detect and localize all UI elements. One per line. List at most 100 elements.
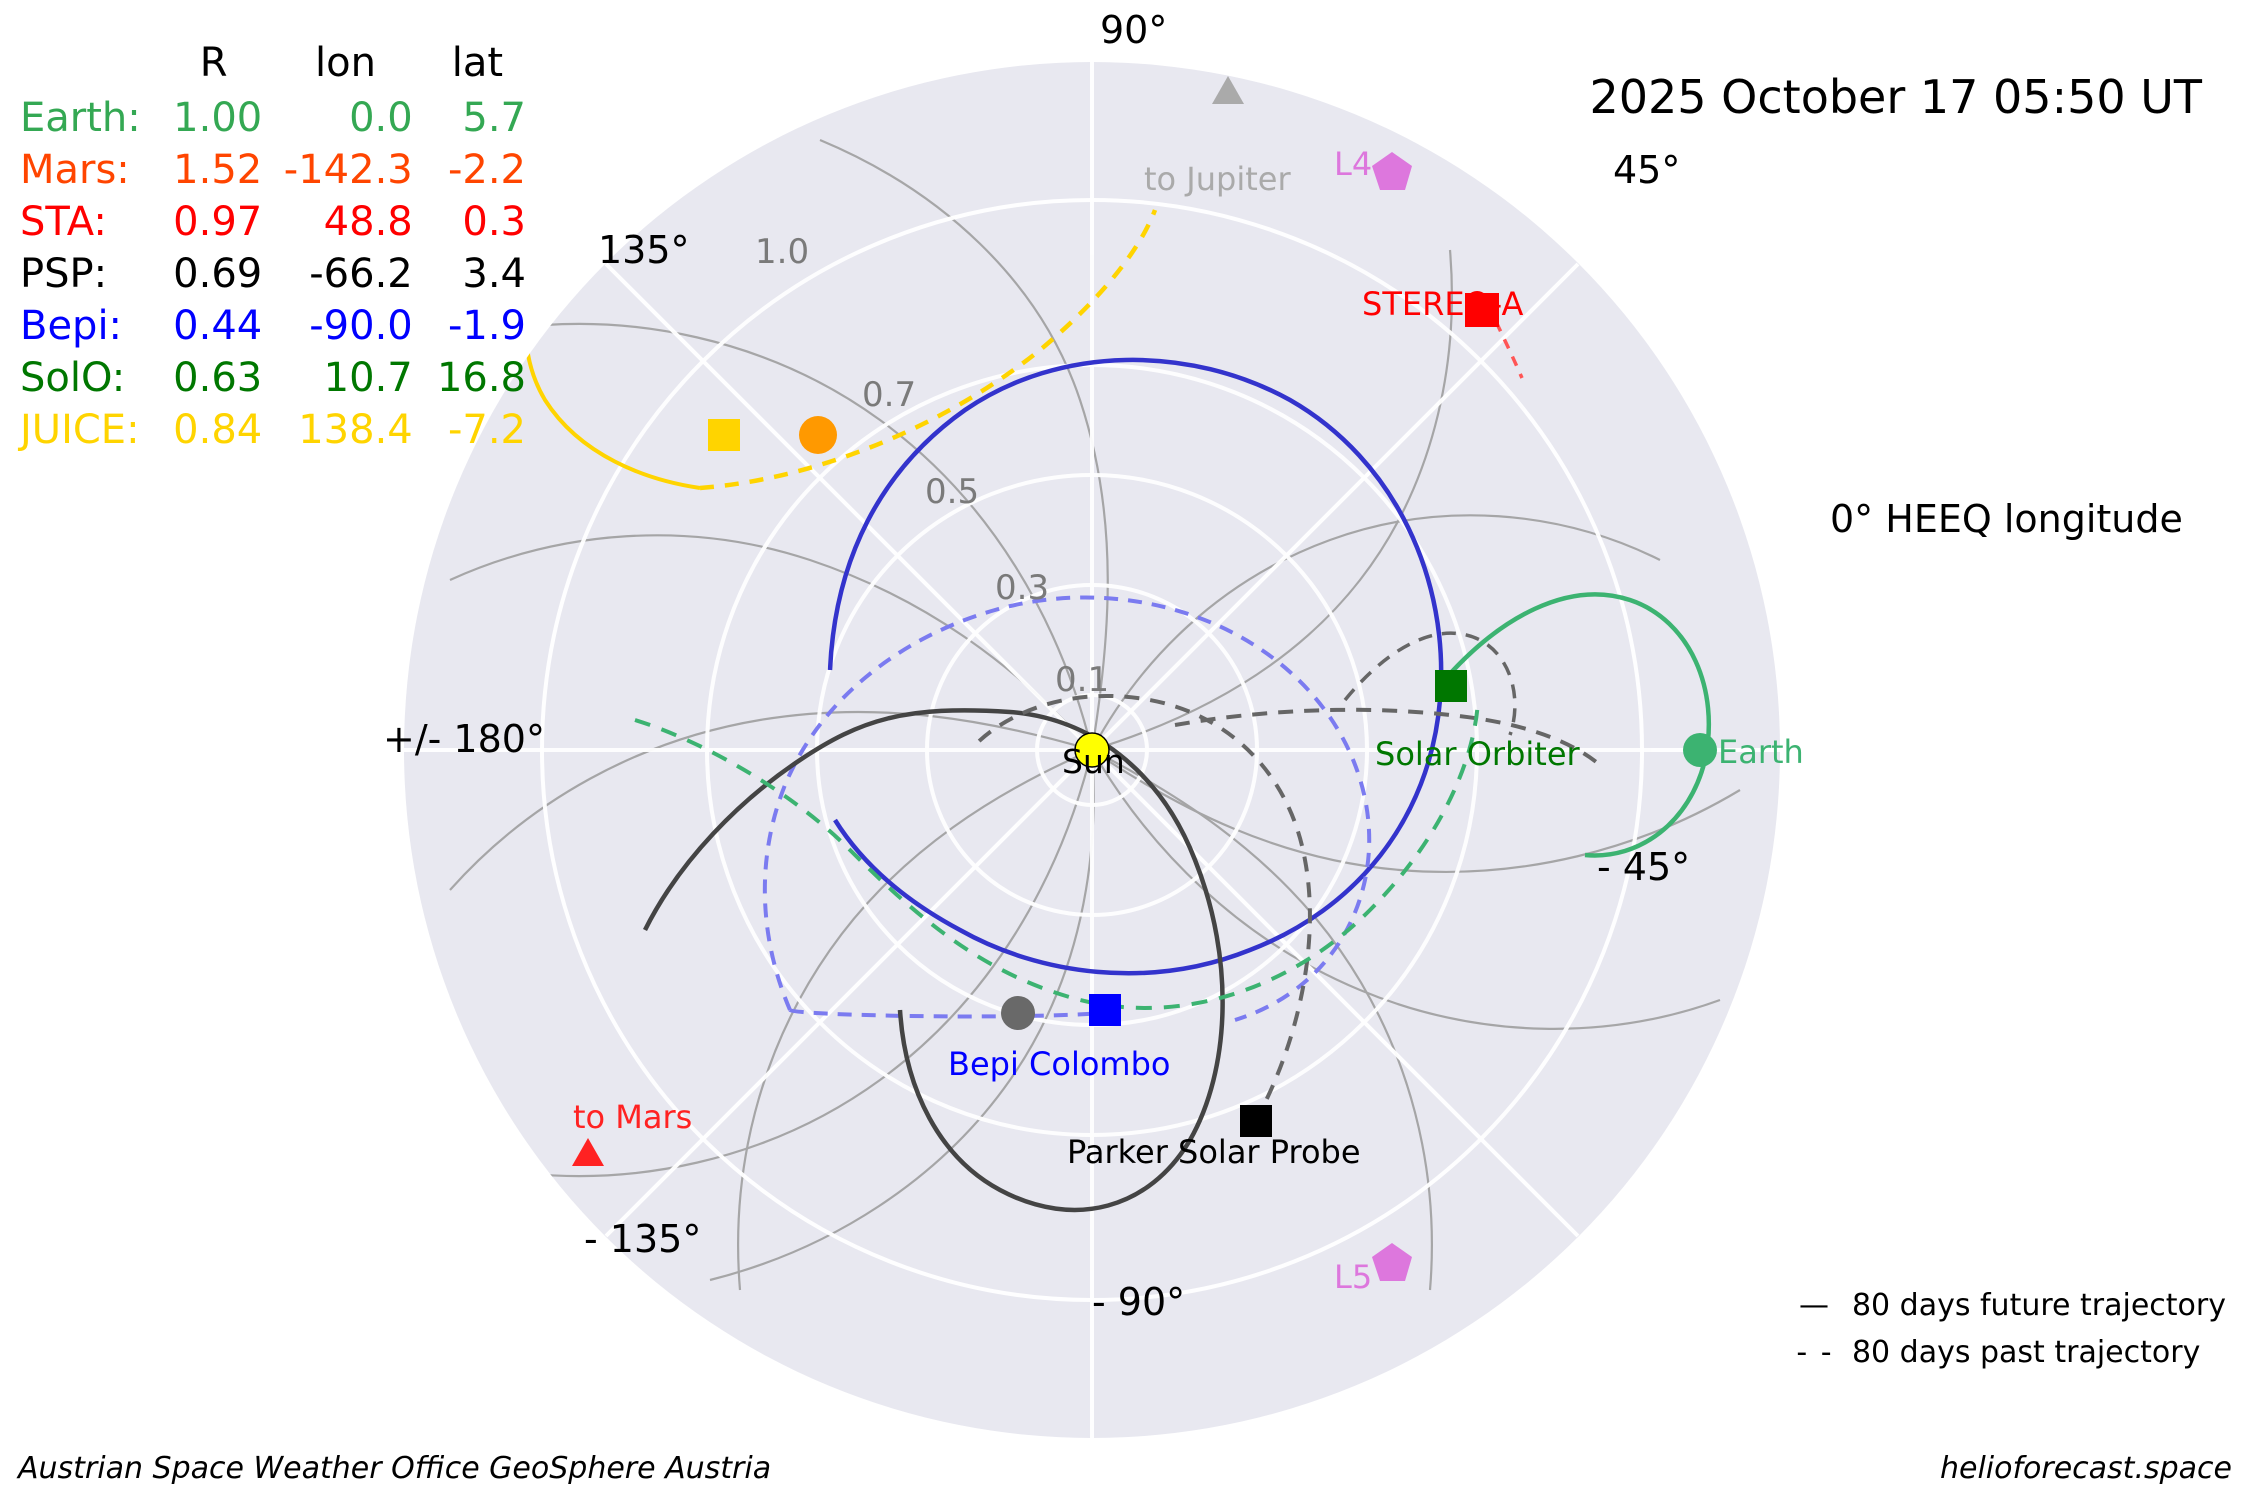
trajectory-psp-past	[973, 693, 1312, 1123]
solid-line-icon: —	[1798, 1288, 1831, 1323]
label-stereo-a: STEREO-A	[1362, 285, 1524, 323]
marker-solar-orbiter[interactable]	[1435, 670, 1467, 702]
label-sun: Sun	[1062, 742, 1125, 781]
row-lat-psp: 3.4	[462, 251, 526, 297]
trajectory-solo-future	[1438, 592, 1711, 858]
trajectory-solo-grey-past	[1343, 631, 1517, 736]
marker-earth[interactable]	[1683, 733, 1717, 767]
row-r-earth: 1.00	[173, 95, 263, 141]
label-solar-orbiter: Solar Orbiter	[1375, 735, 1580, 773]
row-r-psp: 0.69	[173, 251, 263, 297]
ring-label-0-1: 0.1	[1055, 660, 1110, 700]
row-lat-juice: -7.2	[447, 407, 526, 453]
marker-juice[interactable]	[708, 419, 740, 451]
marker-sun[interactable]	[1074, 732, 1110, 768]
angle-label-minus-90: - 90°	[1092, 1280, 1186, 1324]
row-lat-solo: 16.8	[436, 355, 526, 401]
trajectory-psp-future	[642, 708, 1225, 1213]
marker-to-jupiter[interactable]	[1212, 76, 1244, 104]
label-to-jupiter: to Jupiter	[1144, 160, 1291, 198]
marker-venus[interactable]	[799, 416, 837, 454]
row-label-psp: PSP:	[20, 251, 108, 297]
row-label-bepi: Bepi:	[20, 303, 123, 349]
trajectory-legend: — 80 days future trajectory - - 80 days …	[1792, 1288, 2226, 1382]
footer-attribution: Austrian Space Weather Office GeoSphere …	[18, 1451, 772, 1486]
marker-mercury[interactable]	[1001, 996, 1035, 1030]
row-lon-bepi: -90.0	[309, 303, 413, 349]
table-row: PSP: 0.69 -66.2 3.4	[14, 248, 534, 300]
label-l4: L4	[1334, 145, 1373, 183]
row-r-sta: 0.97	[173, 199, 263, 245]
row-label-mars: Mars:	[20, 147, 130, 193]
table-body: Earth: 1.00 0.0 5.7 Mars: 1.52 -142.3 -2…	[14, 92, 534, 456]
label-earth: Earth	[1718, 733, 1804, 771]
row-lon-solo: 10.7	[323, 355, 413, 401]
angle-label-0: 0° HEEQ longitude	[1830, 497, 2183, 541]
marker-to-mars[interactable]	[572, 1138, 604, 1166]
radial-spokes	[404, 62, 1780, 1438]
position-table-wrapper: R lon lat Earth: 1.00 0.0 5.7 Mars: 1.52…	[14, 38, 534, 456]
trajectory-bepi-past-tail	[788, 1008, 1106, 1019]
row-lat-sta: 0.3	[462, 199, 526, 245]
ring-label-0-5: 0.5	[925, 472, 980, 512]
header-r: R	[199, 40, 228, 86]
header-lon: lon	[315, 40, 376, 86]
chart-title: 2025 October 17 05:50 UT	[1589, 70, 2202, 124]
row-lon-juice: 138.4	[298, 407, 413, 453]
position-table: R lon lat Earth: 1.00 0.0 5.7 Mars: 1.52…	[14, 38, 534, 456]
ring-label-0-3: 0.3	[995, 568, 1050, 608]
legend-label-future: 80 days future trajectory	[1851, 1288, 2226, 1323]
parker-spiral-grid	[449, 138, 1741, 1291]
row-label-sta: STA:	[20, 199, 107, 245]
row-label-earth: Earth:	[20, 95, 141, 141]
row-label-juice: JUICE:	[20, 407, 140, 453]
row-lon-earth: 0.0	[349, 95, 413, 141]
legend-row-past: - - 80 days past trajectory	[1792, 1335, 2226, 1370]
header-lat: lat	[451, 40, 504, 86]
row-r-solo: 0.63	[173, 355, 263, 401]
ring-label-1-0: 1.0	[755, 232, 810, 272]
marker-stereo-a[interactable]	[1465, 293, 1499, 327]
trajectory-solo-past	[634, 699, 1480, 1010]
row-lat-mars: -2.2	[447, 147, 526, 193]
angle-label-90: 90°	[1100, 8, 1168, 52]
row-label-solo: SolO:	[20, 355, 126, 401]
trajectory-juice-past	[699, 209, 1158, 491]
table-row: SolO: 0.63 10.7 16.8	[14, 352, 534, 404]
angle-label-135: 135°	[598, 228, 690, 272]
ring-label-0-7: 0.7	[862, 375, 917, 415]
row-lon-sta: 48.8	[323, 199, 413, 245]
row-r-juice: 0.84	[173, 407, 263, 453]
marker-l5[interactable]	[1372, 1243, 1412, 1281]
label-l5: L5	[1334, 1258, 1373, 1296]
angle-label-45: 45°	[1613, 148, 1681, 192]
marker-bepi-colombo[interactable]	[1089, 994, 1121, 1026]
label-parker-solar-probe: Parker Solar Probe	[1067, 1133, 1361, 1171]
row-lon-mars: -142.3	[283, 147, 413, 193]
table-row: Bepi: 0.44 -90.0 -1.9	[14, 300, 534, 352]
label-bepi-colombo: Bepi Colombo	[948, 1045, 1171, 1083]
row-lon-psp: -66.2	[309, 251, 413, 297]
table-row: JUICE: 0.84 138.4 -7.2	[14, 404, 534, 456]
marker-parker-solar-probe[interactable]	[1240, 1105, 1272, 1137]
table-row: Earth: 1.00 0.0 5.7	[14, 92, 534, 144]
row-lat-bepi: -1.9	[447, 303, 526, 349]
table-header-row: R lon lat	[14, 38, 534, 92]
trajectory-bepi-future	[827, 357, 1444, 976]
trajectory-bepi-past	[762, 595, 1372, 1022]
legend-label-past: 80 days past trajectory	[1851, 1335, 2201, 1370]
table-row: STA: 0.97 48.8 0.3	[14, 196, 534, 248]
dashed-line-icon: - -	[1796, 1335, 1834, 1370]
row-lat-earth: 5.7	[462, 95, 526, 141]
angle-label-minus-135: - 135°	[584, 1217, 702, 1261]
angle-label-minus-45: - 45°	[1597, 845, 1691, 889]
header-blank	[14, 38, 157, 92]
table-row: Mars: 1.52 -142.3 -2.2	[14, 144, 534, 196]
row-r-mars: 1.52	[173, 147, 263, 193]
row-r-bepi: 0.44	[173, 303, 263, 349]
footer-website: helioforecast.space	[1939, 1451, 2232, 1486]
legend-row-future: — 80 days future trajectory	[1792, 1288, 2226, 1323]
marker-l4[interactable]	[1372, 152, 1412, 190]
